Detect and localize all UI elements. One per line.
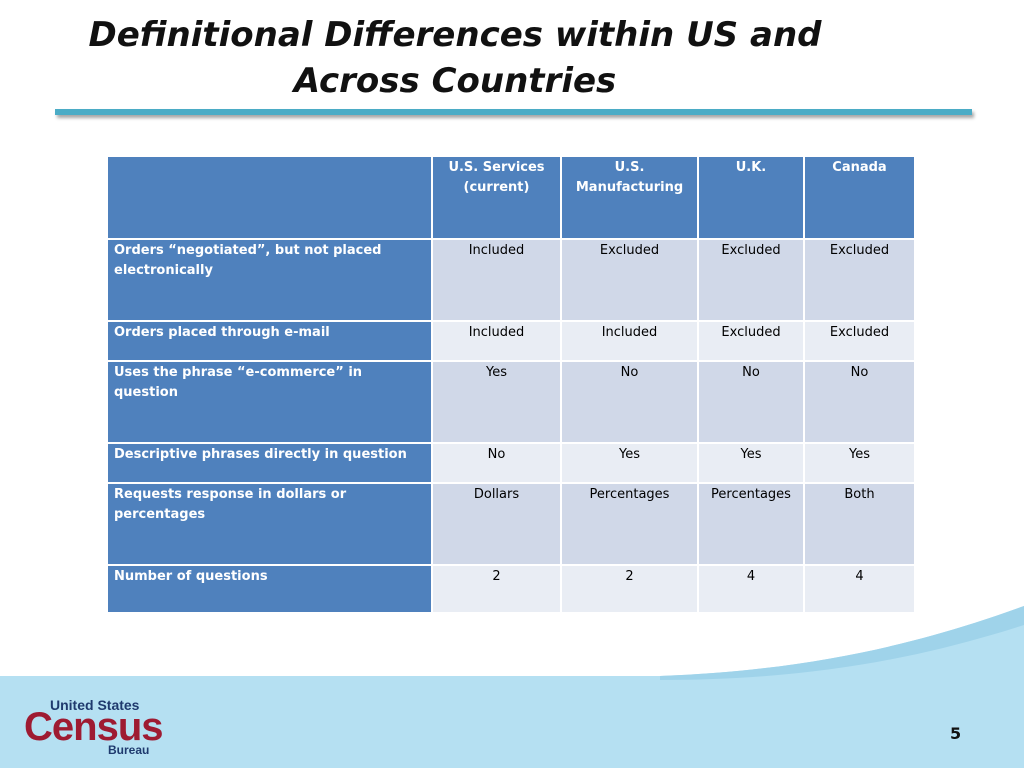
row-label: Descriptive phrases directly in question xyxy=(108,444,431,482)
table-row: Number of questions 2 2 4 4 xyxy=(108,566,914,612)
table-cell: 4 xyxy=(699,566,803,612)
table-cell: Included xyxy=(433,322,560,360)
title-line: Definitional Differences within US and xyxy=(88,15,822,55)
table-cell: Excluded xyxy=(699,240,803,320)
table-row: Orders placed through e-mail Included Incl… xyxy=(108,322,914,360)
wave-band xyxy=(0,606,1024,768)
column-header: U.S. Manufacturing xyxy=(562,157,697,238)
table-row: Uses the phrase “e-commerce” in question… xyxy=(108,362,914,442)
page-number: 5 xyxy=(950,724,962,743)
table-cell: No xyxy=(805,362,914,442)
table-cell: No xyxy=(562,362,697,442)
table-cell: 2 xyxy=(433,566,560,612)
wave-edge xyxy=(660,606,1024,680)
row-label: Orders “negotiated”, but not placed elec… xyxy=(108,240,431,320)
table-cell: Percentages xyxy=(699,484,803,564)
table-cell: Dollars xyxy=(433,484,560,564)
table-cell: Yes xyxy=(433,362,560,442)
table-cell: Excluded xyxy=(699,322,803,360)
logo-text: United States xyxy=(50,697,140,713)
row-label: Orders placed through e-mail xyxy=(108,322,431,360)
row-label: Uses the phrase “e-commerce” in question xyxy=(108,362,431,442)
comparison-table: U.S. Services (current) U.S. Manufacturin… xyxy=(106,155,916,614)
logo-text: Census xyxy=(24,705,163,749)
table-cell: Percentages xyxy=(562,484,697,564)
row-label: Requests response in dollars or percenta… xyxy=(108,484,431,564)
table-row: Descriptive phrases directly in question… xyxy=(108,444,914,482)
table-cell: Yes xyxy=(699,444,803,482)
table-row: Requests response in dollars or percenta… xyxy=(108,484,914,564)
column-header: U.K. xyxy=(699,157,803,238)
table-cell: No xyxy=(433,444,560,482)
column-header: U.S. Services (current) xyxy=(433,157,560,238)
table-cell: 2 xyxy=(562,566,697,612)
table-cell: Included xyxy=(433,240,560,320)
table-cell: Excluded xyxy=(805,322,914,360)
table-cell: Yes xyxy=(805,444,914,482)
row-label: Number of questions xyxy=(108,566,431,612)
title-rule xyxy=(55,109,972,115)
table-row: Orders “negotiated”, but not placed elec… xyxy=(108,240,914,320)
table-cell: Both xyxy=(805,484,914,564)
corner-cell xyxy=(108,157,431,238)
title-line: Across Countries xyxy=(293,61,617,101)
slide-title: Definitional Differences within US and A… xyxy=(60,12,850,104)
table-cell: Excluded xyxy=(562,240,697,320)
table-cell: 4 xyxy=(805,566,914,612)
table-cell: Excluded xyxy=(805,240,914,320)
table-cell: Included xyxy=(562,322,697,360)
table-cell: Yes xyxy=(562,444,697,482)
table-cell: No xyxy=(699,362,803,442)
header-row: U.S. Services (current) U.S. Manufacturin… xyxy=(108,157,914,238)
logo-text: Bureau xyxy=(108,743,150,757)
column-header: Canada xyxy=(805,157,914,238)
